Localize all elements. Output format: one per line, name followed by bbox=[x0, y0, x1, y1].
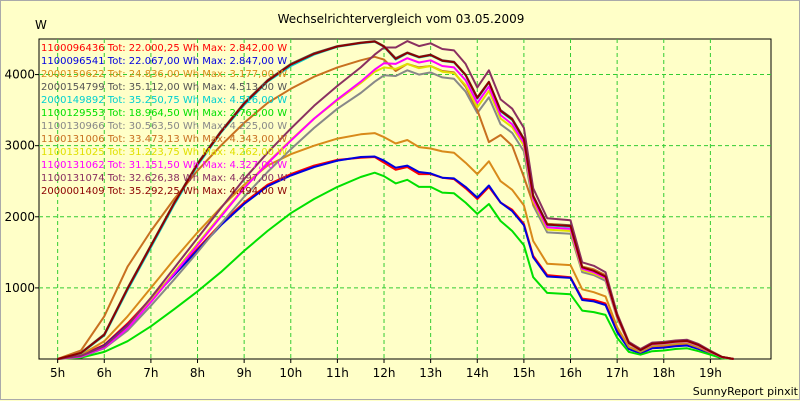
series-line-1100129553 bbox=[57, 171, 734, 360]
x-tick-label: 5h bbox=[50, 366, 65, 380]
y-tick-label: 3000 bbox=[4, 139, 35, 153]
axes: 1000 2000 3000 4000 5h 6h 7h 8h 9h 10h 11h 12h 13h 14… bbox=[4, 68, 721, 380]
plot-area bbox=[38, 38, 772, 360]
legend: 1100096436 Tot: 22.000,25 Wh Max: 2.842,… bbox=[41, 43, 287, 197]
legend-entry-1100131006: 1100131006 Tot: 33.473,13 Wh Max: 4.343,… bbox=[41, 134, 287, 145]
y-tick-label: 4000 bbox=[4, 68, 35, 82]
legend-entry-2000154799: 2000154799 Tot: 35.112,00 Wh Max: 4.513,… bbox=[41, 82, 287, 93]
y-tick-label: 1000 bbox=[4, 281, 35, 295]
x-tick-label: 18h bbox=[652, 366, 675, 380]
x-tick-label: 13h bbox=[419, 366, 442, 380]
legend-entry-1100131025: 1100131025 Tot: 31.223,75 Wh Max: 4.262,… bbox=[41, 147, 287, 158]
x-tick-label: 17h bbox=[606, 366, 629, 380]
x-tick-label: 7h bbox=[143, 366, 158, 380]
x-tick-label: 12h bbox=[373, 366, 396, 380]
y-axis-label: W bbox=[35, 18, 47, 32]
legend-entry-1100130966: 1100130966 Tot: 30.563,50 Wh Max: 4.225,… bbox=[41, 121, 287, 132]
series-line-1100096541 bbox=[57, 155, 734, 360]
legend-entry-1100131074: 1100131074 Tot: 32.626,38 Wh Max: 4.497,… bbox=[41, 173, 287, 184]
y-tick-label: 2000 bbox=[4, 210, 35, 224]
footer-credit: SunnyReport pinxit bbox=[693, 385, 799, 398]
legend-entry-1100129553: 1100129553 Tot: 18.964,50 Wh Max: 2.763,… bbox=[41, 108, 287, 119]
x-tick-label: 15h bbox=[512, 366, 535, 380]
x-tick-label: 16h bbox=[559, 366, 582, 380]
x-tick-label: 14h bbox=[466, 366, 489, 380]
x-tick-label: 10h bbox=[279, 366, 302, 380]
x-tick-label: 8h bbox=[190, 366, 205, 380]
x-tick-label: 6h bbox=[97, 366, 112, 380]
x-tick-label: 19h bbox=[699, 366, 722, 380]
x-tick-label: 9h bbox=[237, 366, 252, 380]
series-line-2000001409 bbox=[57, 40, 734, 360]
chart-title: Wechselrichtervergleich vom 03.05.2009 bbox=[278, 12, 525, 26]
legend-entry-1100096541: 1100096541 Tot: 22.067,00 Wh Max: 2.847,… bbox=[41, 56, 287, 67]
legend-entry-2000001409: 2000001409 Tot: 35.292,25 Wh Max: 4.494,… bbox=[41, 186, 287, 197]
legend-entry-2000149892: 2000149892 Tot: 35.250,75 Wh Max: 4.516,… bbox=[41, 95, 287, 106]
legend-entry-1100131062: 1100131062 Tot: 31.151,50 Wh Max: 4.327,… bbox=[41, 160, 287, 171]
series-lines bbox=[57, 40, 734, 360]
x-tick-label: 11h bbox=[326, 366, 349, 380]
legend-entry-2000150622: 2000150622 Tot: 24.836,00 Wh Max: 3.177,… bbox=[41, 69, 287, 80]
legend-entry-1100096436: 1100096436 Tot: 22.000,25 Wh Max: 2.842,… bbox=[41, 43, 287, 54]
